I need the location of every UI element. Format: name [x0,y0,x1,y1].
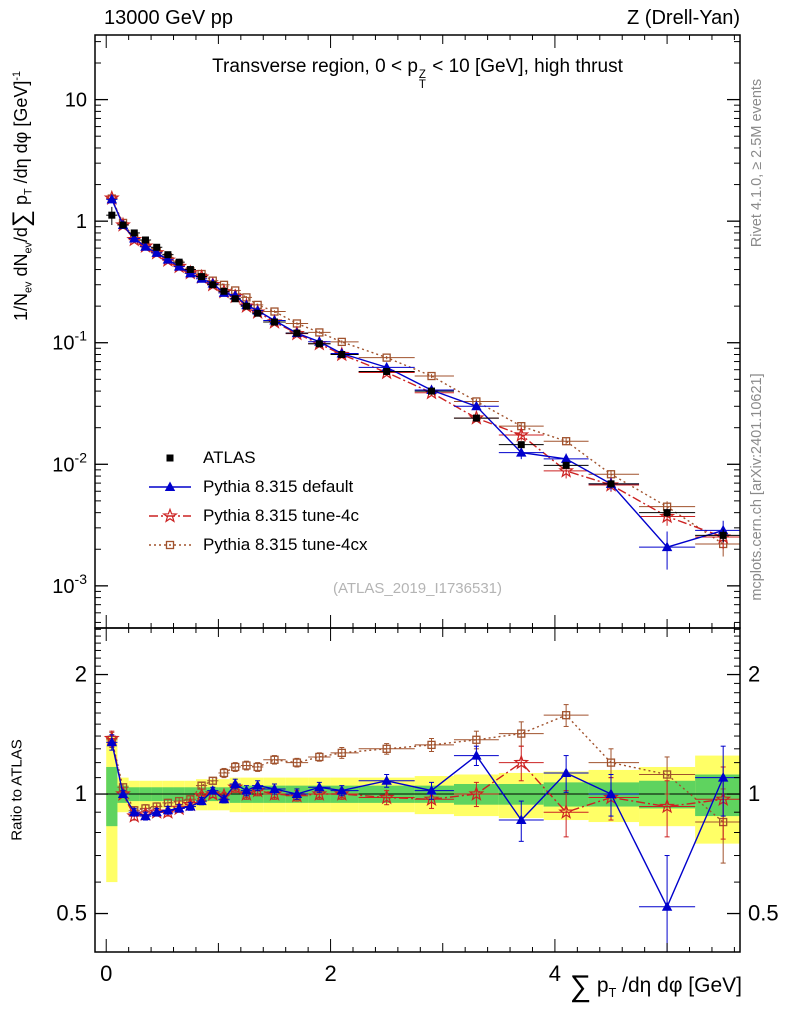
legend-label-pythia-4cx: Pythia 8.315 tune-4cx [203,534,368,554]
pythia-default-marker-icon [149,481,191,491]
ratio-panel [95,704,740,952]
svg-text:0.5: 0.5 [748,901,779,926]
x-axis-label: ∑ pT /dη dφ [GeV] [569,970,742,1003]
svg-text:10-2: 10-2 [52,449,87,476]
svg-text:10-3: 10-3 [52,571,87,598]
svg-text:0.5: 0.5 [56,901,87,926]
svg-text:10-1: 10-1 [52,328,87,355]
svg-text:0: 0 [100,961,112,986]
svg-text:1: 1 [76,211,87,233]
legend-label-atlas: ATLAS [203,447,256,467]
main-panel [103,189,740,570]
svg-text:1: 1 [748,781,760,806]
y-axis-label-main: 1/Nev dNev/d∑ pT /dη dφ [GeV]-1 [8,71,35,321]
svg-text:2: 2 [748,662,760,687]
legend: ATLAS Pythia 8.315 default Pythia 8.315 … [147,443,367,559]
pythia-4c-marker-icon [149,507,191,523]
process-title: Z (Drell-Yan) [627,7,740,29]
atlas-marker-icon [166,454,174,461]
legend-item-atlas: ATLAS [147,443,367,472]
y-axis-label-ratio: Ratio to ATLAS [8,739,26,841]
svg-text:2: 2 [324,961,336,986]
analysis-id-watermark: (ATLAS_2019_I1736531) [332,580,502,597]
svg-text:10: 10 [65,90,87,112]
observable-title-text: Transverse region, 0 < p [212,56,418,77]
sum-symbol: ∑ [8,210,35,228]
legend-item-pythia-4c: Pythia 8.315 tune-4c [147,501,367,530]
rivet-version-note: Rivet 4.1.0, ≥ 2.5M events [749,78,765,248]
pythia-4cx-marker-icon [149,540,191,549]
legend-label-pythia-default: Pythia 8.315 default [203,476,354,496]
legend-item-pythia-default: Pythia 8.315 default [147,472,367,501]
beam-energy-title: 13000 GeV pp [104,7,233,29]
legend-item-pythia-4cx: Pythia 8.315 tune-4cx [147,530,367,559]
svg-text:4: 4 [549,961,561,986]
svg-text:1: 1 [75,781,87,806]
svg-text:2: 2 [75,662,87,687]
legend-label-pythia-4c: Pythia 8.315 tune-4c [203,505,359,525]
mcplots-arxiv-note: mcplots.cern.ch [arXiv:2401.10621] [749,373,765,601]
sum-symbol: ∑ [569,970,592,1003]
